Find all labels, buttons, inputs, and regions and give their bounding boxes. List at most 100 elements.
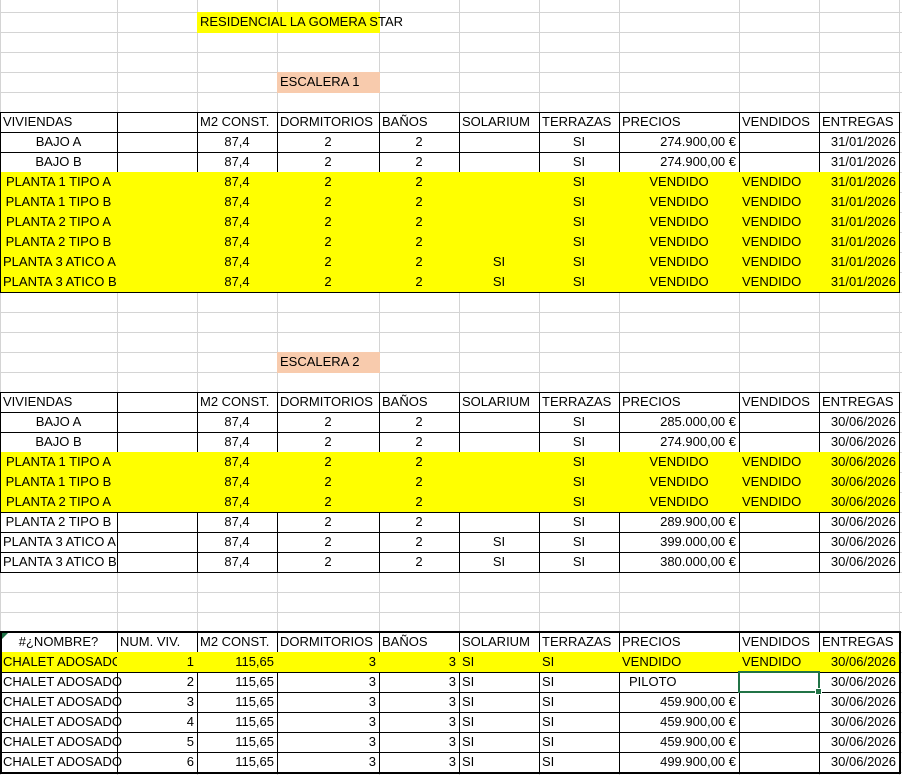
table-cell[interactable]: 3 bbox=[277, 712, 380, 733]
table-cell[interactable] bbox=[459, 512, 540, 533]
table-cell[interactable]: PLANTA 1 TIPO B bbox=[0, 472, 118, 493]
column-header[interactable]: VENDIDOS bbox=[739, 392, 820, 413]
column-header[interactable]: PRECIOS bbox=[619, 112, 740, 133]
table-cell[interactable]: 87,4 bbox=[197, 272, 278, 293]
table-cell[interactable] bbox=[117, 412, 198, 433]
column-header[interactable]: SOLARIUM bbox=[459, 392, 540, 413]
table-cell[interactable] bbox=[739, 552, 820, 573]
table-cell[interactable] bbox=[117, 272, 198, 293]
table-cell[interactable]: 1 bbox=[117, 652, 198, 673]
table-cell[interactable]: 2 bbox=[379, 552, 460, 573]
table-cell[interactable] bbox=[739, 692, 820, 713]
table-cell[interactable]: 2 bbox=[277, 492, 380, 513]
table-cell[interactable] bbox=[117, 452, 198, 473]
column-header[interactable]: BAÑOS bbox=[379, 632, 460, 653]
table-cell[interactable]: 115,65 bbox=[197, 732, 278, 753]
table-cell[interactable]: 2 bbox=[277, 532, 380, 553]
table-cell[interactable]: 2 bbox=[277, 132, 380, 153]
table-cell[interactable] bbox=[117, 532, 198, 553]
table-cell[interactable]: 3 bbox=[277, 672, 380, 693]
sheet-title[interactable]: RESIDENCIAL LA GOMERA STAR bbox=[197, 12, 403, 33]
table-cell[interactable] bbox=[459, 412, 540, 433]
table-cell[interactable]: 380.000,00 € bbox=[619, 552, 740, 573]
table-cell[interactable]: 2 bbox=[379, 492, 460, 513]
table-cell[interactable]: 2 bbox=[117, 672, 198, 693]
table-cell[interactable]: 87,4 bbox=[197, 552, 278, 573]
table-cell[interactable]: 31/01/2026 bbox=[819, 272, 900, 293]
table-cell[interactable]: 30/06/2026 bbox=[819, 452, 900, 473]
table-cell[interactable]: SI bbox=[459, 252, 540, 273]
table-cell[interactable]: SI bbox=[459, 532, 540, 553]
table-cell[interactable] bbox=[739, 412, 820, 433]
table-cell[interactable]: SI bbox=[539, 152, 620, 173]
table-cell[interactable]: 3 bbox=[379, 712, 460, 733]
table-cell[interactable]: VENDIDO bbox=[739, 212, 820, 233]
table-cell[interactable]: 2 bbox=[277, 432, 380, 453]
column-header[interactable]: M2 CONST. bbox=[197, 632, 278, 653]
table-cell[interactable]: 274.900,00 € bbox=[619, 432, 740, 453]
table-cell[interactable] bbox=[739, 432, 820, 453]
column-header[interactable]: DORMITORIOS bbox=[277, 112, 380, 133]
section-label[interactable]: ESCALERA 2 bbox=[277, 352, 380, 373]
table-cell[interactable]: SI bbox=[459, 672, 540, 693]
table-cell[interactable]: SI bbox=[539, 532, 620, 553]
table-cell[interactable]: PLANTA 2 TIPO B bbox=[0, 512, 118, 533]
table-cell[interactable]: 3 bbox=[117, 692, 198, 713]
table-cell[interactable]: VENDIDO bbox=[619, 252, 740, 273]
table-cell[interactable]: SI bbox=[459, 652, 540, 673]
table-cell[interactable] bbox=[739, 752, 820, 773]
table-cell[interactable]: SI bbox=[539, 232, 620, 253]
column-header[interactable]: BAÑOS bbox=[379, 112, 460, 133]
column-header[interactable]: ENTREGAS bbox=[819, 392, 900, 413]
table-cell[interactable]: SI bbox=[539, 672, 620, 693]
column-header[interactable]: BAÑOS bbox=[379, 392, 460, 413]
table-cell[interactable]: 87,4 bbox=[197, 412, 278, 433]
table-cell[interactable]: 87,4 bbox=[197, 172, 278, 193]
table-cell[interactable]: 2 bbox=[379, 252, 460, 273]
table-cell[interactable] bbox=[117, 492, 198, 513]
table-cell[interactable]: 274.900,00 € bbox=[619, 132, 740, 153]
column-header[interactable]: DORMITORIOS bbox=[277, 392, 380, 413]
table-cell[interactable] bbox=[117, 552, 198, 573]
table-cell[interactable]: 3 bbox=[277, 732, 380, 753]
table-cell[interactable]: SI bbox=[539, 732, 620, 753]
table-cell[interactable]: 2 bbox=[379, 232, 460, 253]
table-cell[interactable]: CHALET ADOSADO bbox=[0, 712, 122, 733]
table-cell[interactable]: 30/06/2026 bbox=[819, 752, 900, 773]
table-cell[interactable]: 3 bbox=[277, 692, 380, 713]
table-cell[interactable]: SI bbox=[539, 212, 620, 233]
table-cell[interactable]: 31/01/2026 bbox=[819, 132, 900, 153]
table-cell[interactable]: 30/06/2026 bbox=[819, 712, 900, 733]
table-cell[interactable]: 115,65 bbox=[197, 692, 278, 713]
column-header[interactable] bbox=[117, 392, 198, 413]
table-cell[interactable]: 30/06/2026 bbox=[819, 552, 900, 573]
table-cell[interactable]: PLANTA 2 TIPO B bbox=[0, 232, 118, 253]
table-cell[interactable]: SI bbox=[539, 692, 620, 713]
table-cell[interactable]: 115,65 bbox=[197, 652, 278, 673]
table-cell[interactable]: PLANTA 3 ATICO B bbox=[0, 552, 118, 573]
table-cell[interactable]: VENDIDO bbox=[739, 492, 820, 513]
table-cell[interactable] bbox=[739, 512, 820, 533]
table-cell[interactable]: 2 bbox=[277, 512, 380, 533]
table-cell[interactable] bbox=[739, 712, 820, 733]
table-cell[interactable]: 31/01/2026 bbox=[819, 232, 900, 253]
table-cell[interactable]: 30/06/2026 bbox=[819, 692, 900, 713]
table-cell[interactable]: 30/06/2026 bbox=[819, 532, 900, 553]
table-cell[interactable]: 2 bbox=[379, 452, 460, 473]
column-header[interactable]: SOLARIUM bbox=[459, 112, 540, 133]
table-cell[interactable]: CHALET ADOSADO bbox=[0, 672, 122, 693]
table-cell[interactable]: CHALET ADOSADO bbox=[0, 692, 122, 713]
table-cell[interactable]: SI bbox=[459, 712, 540, 733]
table-cell[interactable]: 2 bbox=[277, 152, 380, 173]
table-cell[interactable]: VENDIDO bbox=[619, 492, 740, 513]
table-cell[interactable] bbox=[459, 192, 540, 213]
table-cell[interactable]: 2 bbox=[379, 532, 460, 553]
column-header[interactable]: #¿NOMBRE? bbox=[0, 632, 118, 653]
table-cell[interactable]: PLANTA 1 TIPO A bbox=[0, 172, 118, 193]
table-cell[interactable]: 2 bbox=[379, 272, 460, 293]
table-cell[interactable]: SI bbox=[459, 692, 540, 713]
column-header[interactable]: M2 CONST. bbox=[197, 112, 278, 133]
table-cell[interactable]: 4 bbox=[117, 712, 198, 733]
table-cell[interactable] bbox=[117, 512, 198, 533]
table-cell[interactable]: SI bbox=[539, 412, 620, 433]
